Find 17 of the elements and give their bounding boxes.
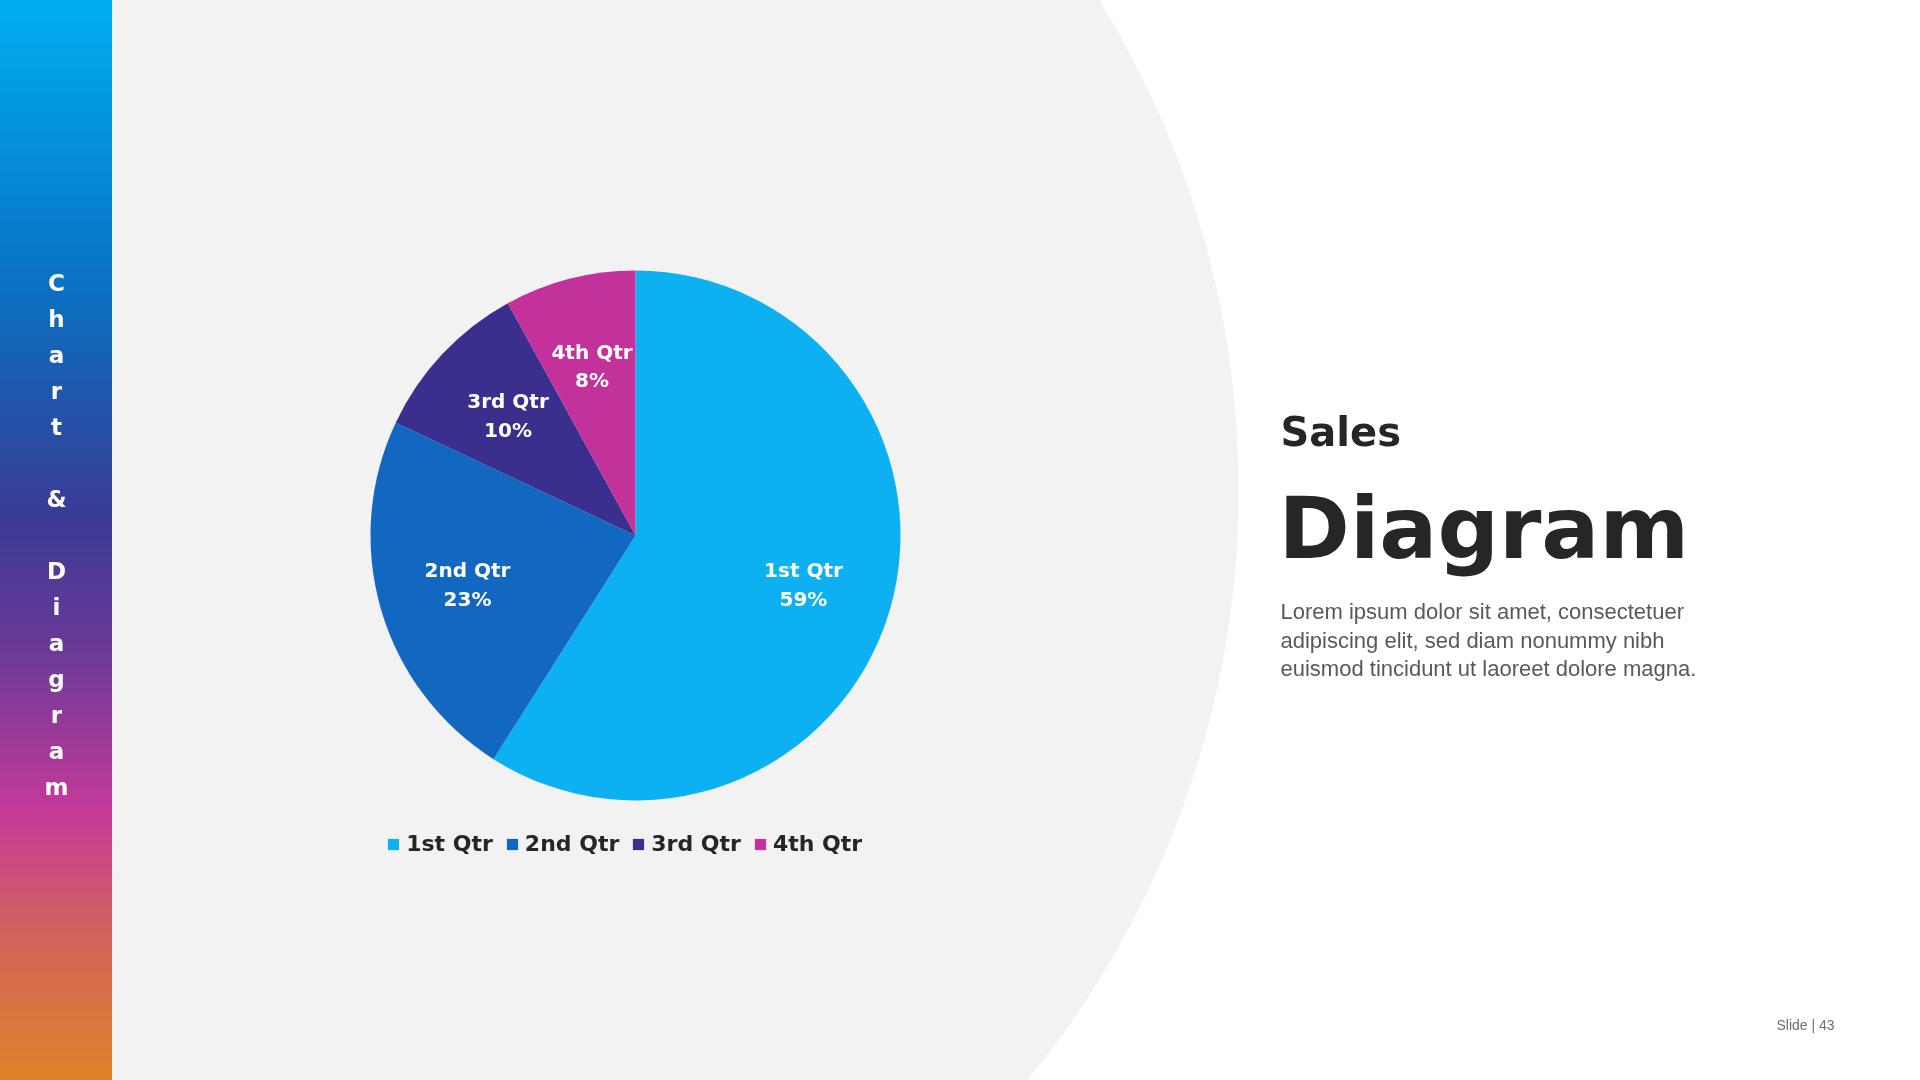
legend-label: 3rd Qtr bbox=[651, 831, 741, 856]
legend-label: 4th Qtr bbox=[772, 831, 863, 856]
data-label: 8% bbox=[575, 368, 609, 393]
data-label: 23% bbox=[443, 586, 492, 611]
text: Sales bbox=[1280, 408, 1401, 455]
slice-label: 2nd Qtr bbox=[424, 557, 511, 582]
text: Slide | 43 bbox=[1776, 1016, 1835, 1033]
slice-label: 4th Qtr bbox=[551, 339, 633, 364]
data-label: 59% bbox=[779, 586, 828, 611]
legend-label: 1st Qtr bbox=[406, 831, 493, 856]
text: Chart & Diagram bbox=[42, 270, 71, 810]
slice-label: 3rd Qtr bbox=[467, 389, 549, 414]
data-label: 10% bbox=[484, 418, 532, 443]
text: Diagram bbox=[1278, 477, 1690, 578]
legend-label: 2nd Qtr bbox=[524, 831, 620, 856]
slice-label: 1st Qtr bbox=[764, 557, 843, 582]
text: Lorem ipsum dolor sit amet, consectetuer adipiscing elit, sed diam nonummy nibh euismod tincidunt ut laoreet dolore magna. bbox=[1280, 599, 1697, 681]
